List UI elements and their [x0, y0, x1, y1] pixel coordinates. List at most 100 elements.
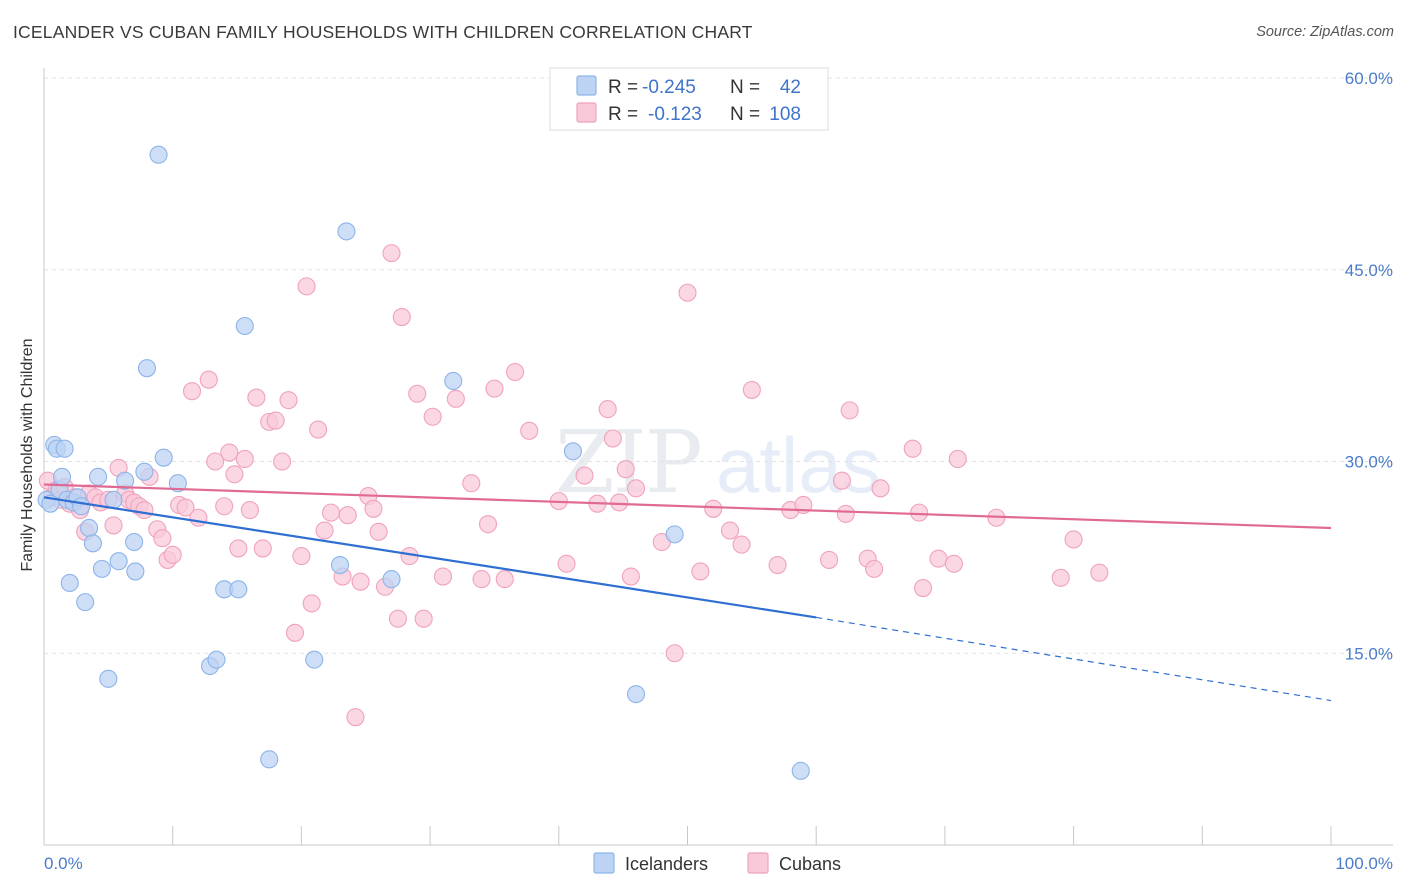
cuban-point [598, 400, 617, 419]
icelander-point [55, 439, 74, 458]
cuban-point [315, 521, 334, 540]
cuban-point [742, 380, 761, 399]
cuban-point [910, 503, 929, 522]
cuban-n-value: 108 [769, 104, 801, 125]
cuban-point [616, 460, 635, 479]
x-tick-label-max: 100.0% [1335, 854, 1393, 873]
icelander-r-label: R = [608, 77, 638, 98]
icelander-point [626, 685, 646, 704]
cuban-point [215, 497, 234, 516]
icelander-point [89, 467, 108, 486]
icelander-point [337, 222, 356, 241]
cuban-point [485, 379, 504, 398]
icelander-point [137, 359, 157, 378]
icelander-point [126, 562, 145, 581]
cuban-point [948, 449, 967, 468]
cuban-point [720, 521, 740, 540]
icelanders-legend-swatch [593, 852, 615, 874]
cuban-point [309, 420, 328, 439]
cuban-point [1064, 530, 1083, 549]
cuban-point [392, 307, 411, 327]
cuban-point [678, 283, 697, 302]
cuban-point [199, 370, 218, 389]
cuban-point [871, 479, 890, 498]
cuban-point [462, 474, 481, 493]
icelander-point [154, 448, 173, 467]
cuban-point [414, 609, 433, 628]
cuban-point [446, 389, 465, 408]
icelander-points [37, 145, 810, 780]
icelander-legend-swatch [576, 75, 597, 96]
cuban-point [382, 244, 401, 263]
cuban-point [665, 644, 684, 663]
x-ticks [43, 826, 1332, 845]
chart-title: ICELANDER VS CUBAN FAMILY HOUSEHOLDS WIT… [13, 22, 753, 42]
cuban-point [704, 499, 723, 518]
icelander-point [229, 580, 248, 599]
cuban-point [297, 277, 316, 296]
y-tick-labels: 15.0% 30.0% 45.0% 60.0% [1345, 69, 1393, 663]
icelander-point [168, 474, 187, 493]
cuban-point [732, 535, 751, 554]
cuban-point [285, 623, 305, 642]
source-label: Source: ZipAtlas.com [1256, 24, 1394, 40]
icelander-point [72, 497, 91, 516]
icelander-point [382, 570, 401, 589]
svg-text:atlas: atlas [716, 421, 881, 509]
cuban-point [768, 555, 787, 575]
icelander-point [563, 442, 583, 461]
x-tick-label-min: 0.0% [44, 854, 83, 873]
icelander-point [260, 750, 279, 769]
cuban-point [423, 407, 442, 426]
y-tick-label: 60.0% [1345, 69, 1393, 88]
cuban-point [832, 471, 851, 490]
cuban-point [266, 411, 285, 430]
cubans-legend-label: Cubans [779, 854, 841, 874]
cuban-point [944, 554, 963, 573]
cubans-legend-swatch [747, 852, 769, 874]
cuban-point [279, 391, 298, 410]
cuban-point [626, 479, 646, 498]
series-legend: Icelanders Cubans [593, 852, 841, 874]
watermark: ZIP atlas [555, 413, 881, 513]
cuban-r-label: R = [608, 104, 638, 125]
cuban-point [302, 594, 321, 613]
icelander-n-value: 42 [780, 77, 801, 98]
icelander-point [330, 555, 350, 575]
cuban-point [520, 421, 539, 440]
cuban-point [369, 522, 388, 541]
stats-legend: R = -0.245 N = 42 R = -0.123 N = 108 [549, 67, 829, 131]
icelander-trend-extension [816, 616, 1332, 702]
cuban-point [836, 504, 855, 523]
cuban-point [433, 567, 453, 586]
cuban-point [235, 449, 254, 468]
cuban-point [388, 609, 407, 628]
cuban-point [182, 382, 202, 401]
cuban-point [206, 452, 225, 471]
cuban-point [575, 466, 594, 485]
cuban-point [253, 539, 272, 558]
cuban-point [346, 708, 365, 727]
icelander-r-value: -0.245 [642, 77, 696, 98]
cuban-point [225, 465, 244, 484]
cuban-point [163, 545, 182, 564]
icelander-point [99, 669, 118, 688]
icelander-point [149, 145, 168, 164]
icelander-point [52, 467, 72, 486]
cuban-trend-line [43, 483, 1332, 530]
icelander-point [79, 518, 99, 538]
cuban-point [189, 508, 208, 527]
cuban-n-label: N = [730, 104, 760, 125]
cuban-point [220, 443, 239, 462]
cuban-point [408, 384, 427, 403]
cuban-point [621, 567, 640, 586]
icelander-point [76, 593, 95, 612]
cuban-point [691, 562, 710, 581]
cuban-points [38, 244, 1109, 727]
gridlines [44, 77, 1393, 654]
cuban-point [273, 452, 292, 471]
icelander-trend-line [43, 496, 817, 619]
cuban-point [495, 570, 514, 589]
axes [43, 68, 1393, 846]
cuban-point [1090, 563, 1109, 582]
